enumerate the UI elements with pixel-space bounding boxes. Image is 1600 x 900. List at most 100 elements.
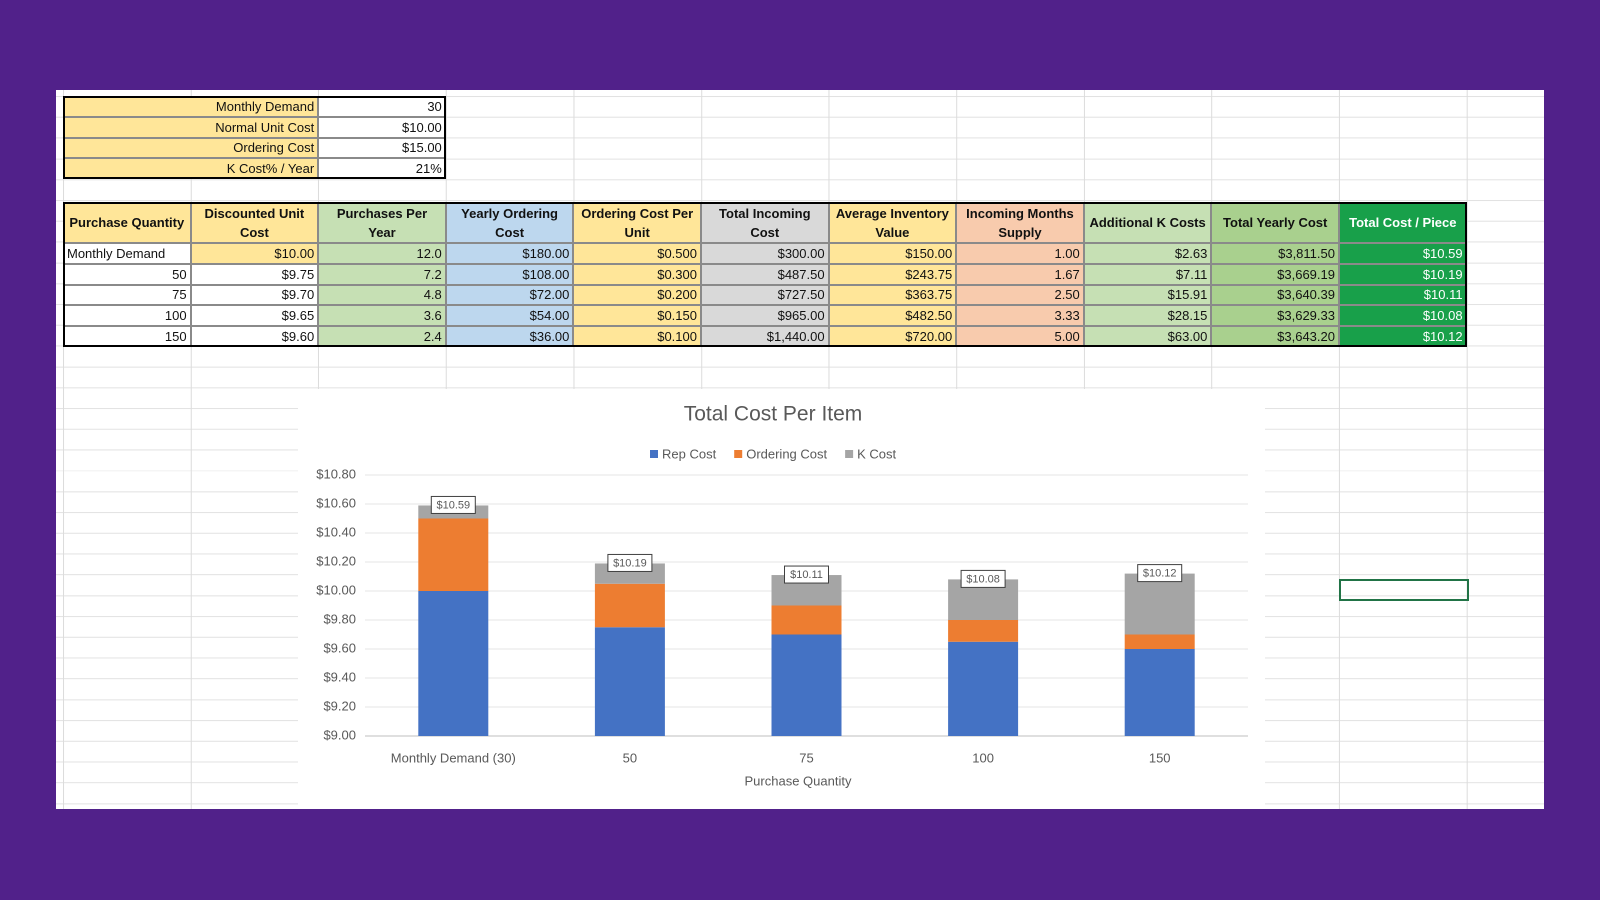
table-cell: $7.11 [1083, 263, 1212, 285]
table-cell: $10.59 [1339, 243, 1467, 264]
parameter-label: Ordering Cost [63, 137, 319, 159]
spreadsheet: Monthly Demand 30 Normal Unit Cost $10.00 Or… [56, 90, 1544, 809]
x-tick-label: 75 [799, 750, 813, 765]
parameter-value: 30 [318, 96, 446, 117]
table-cell: $300.00 [701, 243, 829, 264]
table-cell: $720.00 [828, 326, 957, 347]
table-cell: $0.150 [573, 305, 701, 327]
table-cell: $10.12 [1339, 326, 1467, 347]
table-cell: $1,440.00 [701, 326, 829, 347]
table-cell: 3.6 [318, 305, 446, 327]
table-cell: $0.300 [573, 263, 701, 285]
table-cell: 1.00 [956, 243, 1084, 264]
table-cell: Monthly Demand [63, 243, 191, 264]
y-tick-label: $9.00 [323, 727, 356, 742]
column-header: Total Yearly Cost [1211, 202, 1339, 243]
y-tick-label: $9.60 [323, 640, 356, 655]
table-cell: $9.75 [190, 263, 319, 285]
y-tick-label: $10.60 [316, 495, 356, 510]
table-cell: $150.00 [828, 243, 957, 264]
table-cell: $3,643.20 [1211, 326, 1339, 347]
x-tick-label: Monthly Demand (30) [391, 750, 516, 765]
data-label-box [430, 495, 476, 514]
data-label-box [1137, 564, 1183, 583]
table-cell: $243.75 [828, 263, 957, 285]
x-tick-label: 150 [1149, 750, 1171, 765]
data-label-box [960, 569, 1006, 588]
table-cell: 7.2 [318, 263, 446, 285]
bar-segment [771, 634, 842, 736]
chart: Total Cost Per Item Purchase Quantity $9… [298, 389, 1265, 809]
table-cell: 100 [63, 305, 191, 327]
table-cell: $0.500 [573, 243, 701, 264]
table-cell: 1.67 [956, 263, 1084, 285]
table-cell: $3,629.33 [1211, 305, 1339, 327]
data-label: $10.12 [1143, 568, 1177, 580]
table-cell: $3,811.50 [1211, 243, 1339, 264]
y-tick-label: $10.20 [316, 553, 356, 568]
bar-segment [594, 583, 665, 628]
y-tick-label: $9.20 [323, 698, 356, 713]
bar-segment [771, 605, 842, 635]
table-cell: $2.63 [1083, 243, 1212, 264]
bar-segment [594, 627, 665, 736]
parameter-label: Normal Unit Cost [63, 116, 319, 138]
table-cell: $3,669.19 [1211, 263, 1339, 285]
parameter-value: $15.00 [318, 137, 446, 159]
table-cell: 50 [63, 263, 191, 285]
column-header: Yearly Ordering Cost [445, 202, 574, 243]
table-cell: $482.50 [828, 305, 957, 327]
y-tick-label: $10.80 [316, 466, 356, 481]
table-cell: 12.0 [318, 243, 446, 264]
table-cell: $10.19 [1339, 263, 1467, 285]
data-label: $10.08 [966, 573, 1000, 585]
table-cell: $15.91 [1083, 284, 1212, 306]
legend-label: Ordering Cost [746, 446, 827, 461]
table-cell: $10.00 [190, 243, 319, 264]
legend-swatch [845, 450, 854, 458]
bar-segment [948, 641, 1019, 736]
parameter-value: 21% [318, 158, 446, 180]
table-cell: $108.00 [445, 263, 574, 285]
table-cell: $36.00 [445, 326, 574, 347]
table-cell: $9.60 [190, 326, 319, 347]
column-header: Total Incoming Cost [701, 202, 829, 243]
table-cell: $487.50 [701, 263, 829, 285]
table-cell: $54.00 [445, 305, 574, 327]
data-label-box [784, 565, 829, 584]
table-cell: 2.50 [956, 284, 1084, 306]
parameter-value: $10.00 [318, 116, 446, 138]
table-cell: 5.00 [956, 326, 1084, 347]
table-cell: $363.75 [828, 284, 957, 306]
column-header: Purchase Quantity [63, 202, 191, 243]
legend-swatch [734, 450, 743, 458]
parameter-label: Monthly Demand [63, 96, 319, 117]
parameter-label: K Cost% / Year [63, 158, 319, 180]
bar-segment [948, 620, 1019, 642]
y-tick-label: $10.00 [316, 582, 356, 597]
data-label: $10.11 [790, 569, 823, 581]
table-cell: $727.50 [701, 284, 829, 306]
table-cell: 75 [63, 284, 191, 306]
x-axis-title: Purchase Quantity [745, 773, 852, 788]
bar-segment [418, 591, 489, 736]
x-tick-label: 100 [972, 750, 994, 765]
table-cell: $3,640.39 [1211, 284, 1339, 306]
column-header: Additional K Costs [1083, 202, 1212, 243]
column-header: Incoming Months Supply [956, 202, 1084, 243]
selected-cell[interactable] [1339, 579, 1469, 601]
legend-label: Rep Cost [662, 446, 717, 461]
table-cell: $28.15 [1083, 305, 1212, 327]
table-cell: $180.00 [445, 243, 574, 264]
table-cell: 3.33 [956, 305, 1084, 327]
table-cell: 2.4 [318, 326, 446, 347]
column-header: Average Inventory Value [828, 202, 957, 243]
table-cell: $0.200 [573, 284, 701, 306]
column-header: Purchases Per Year [318, 202, 446, 243]
bar-segment [1124, 573, 1195, 635]
legend-label: K Cost [857, 446, 896, 461]
data-label: $10.59 [436, 499, 470, 511]
legend-swatch [650, 450, 658, 458]
table-cell: $63.00 [1083, 326, 1212, 347]
